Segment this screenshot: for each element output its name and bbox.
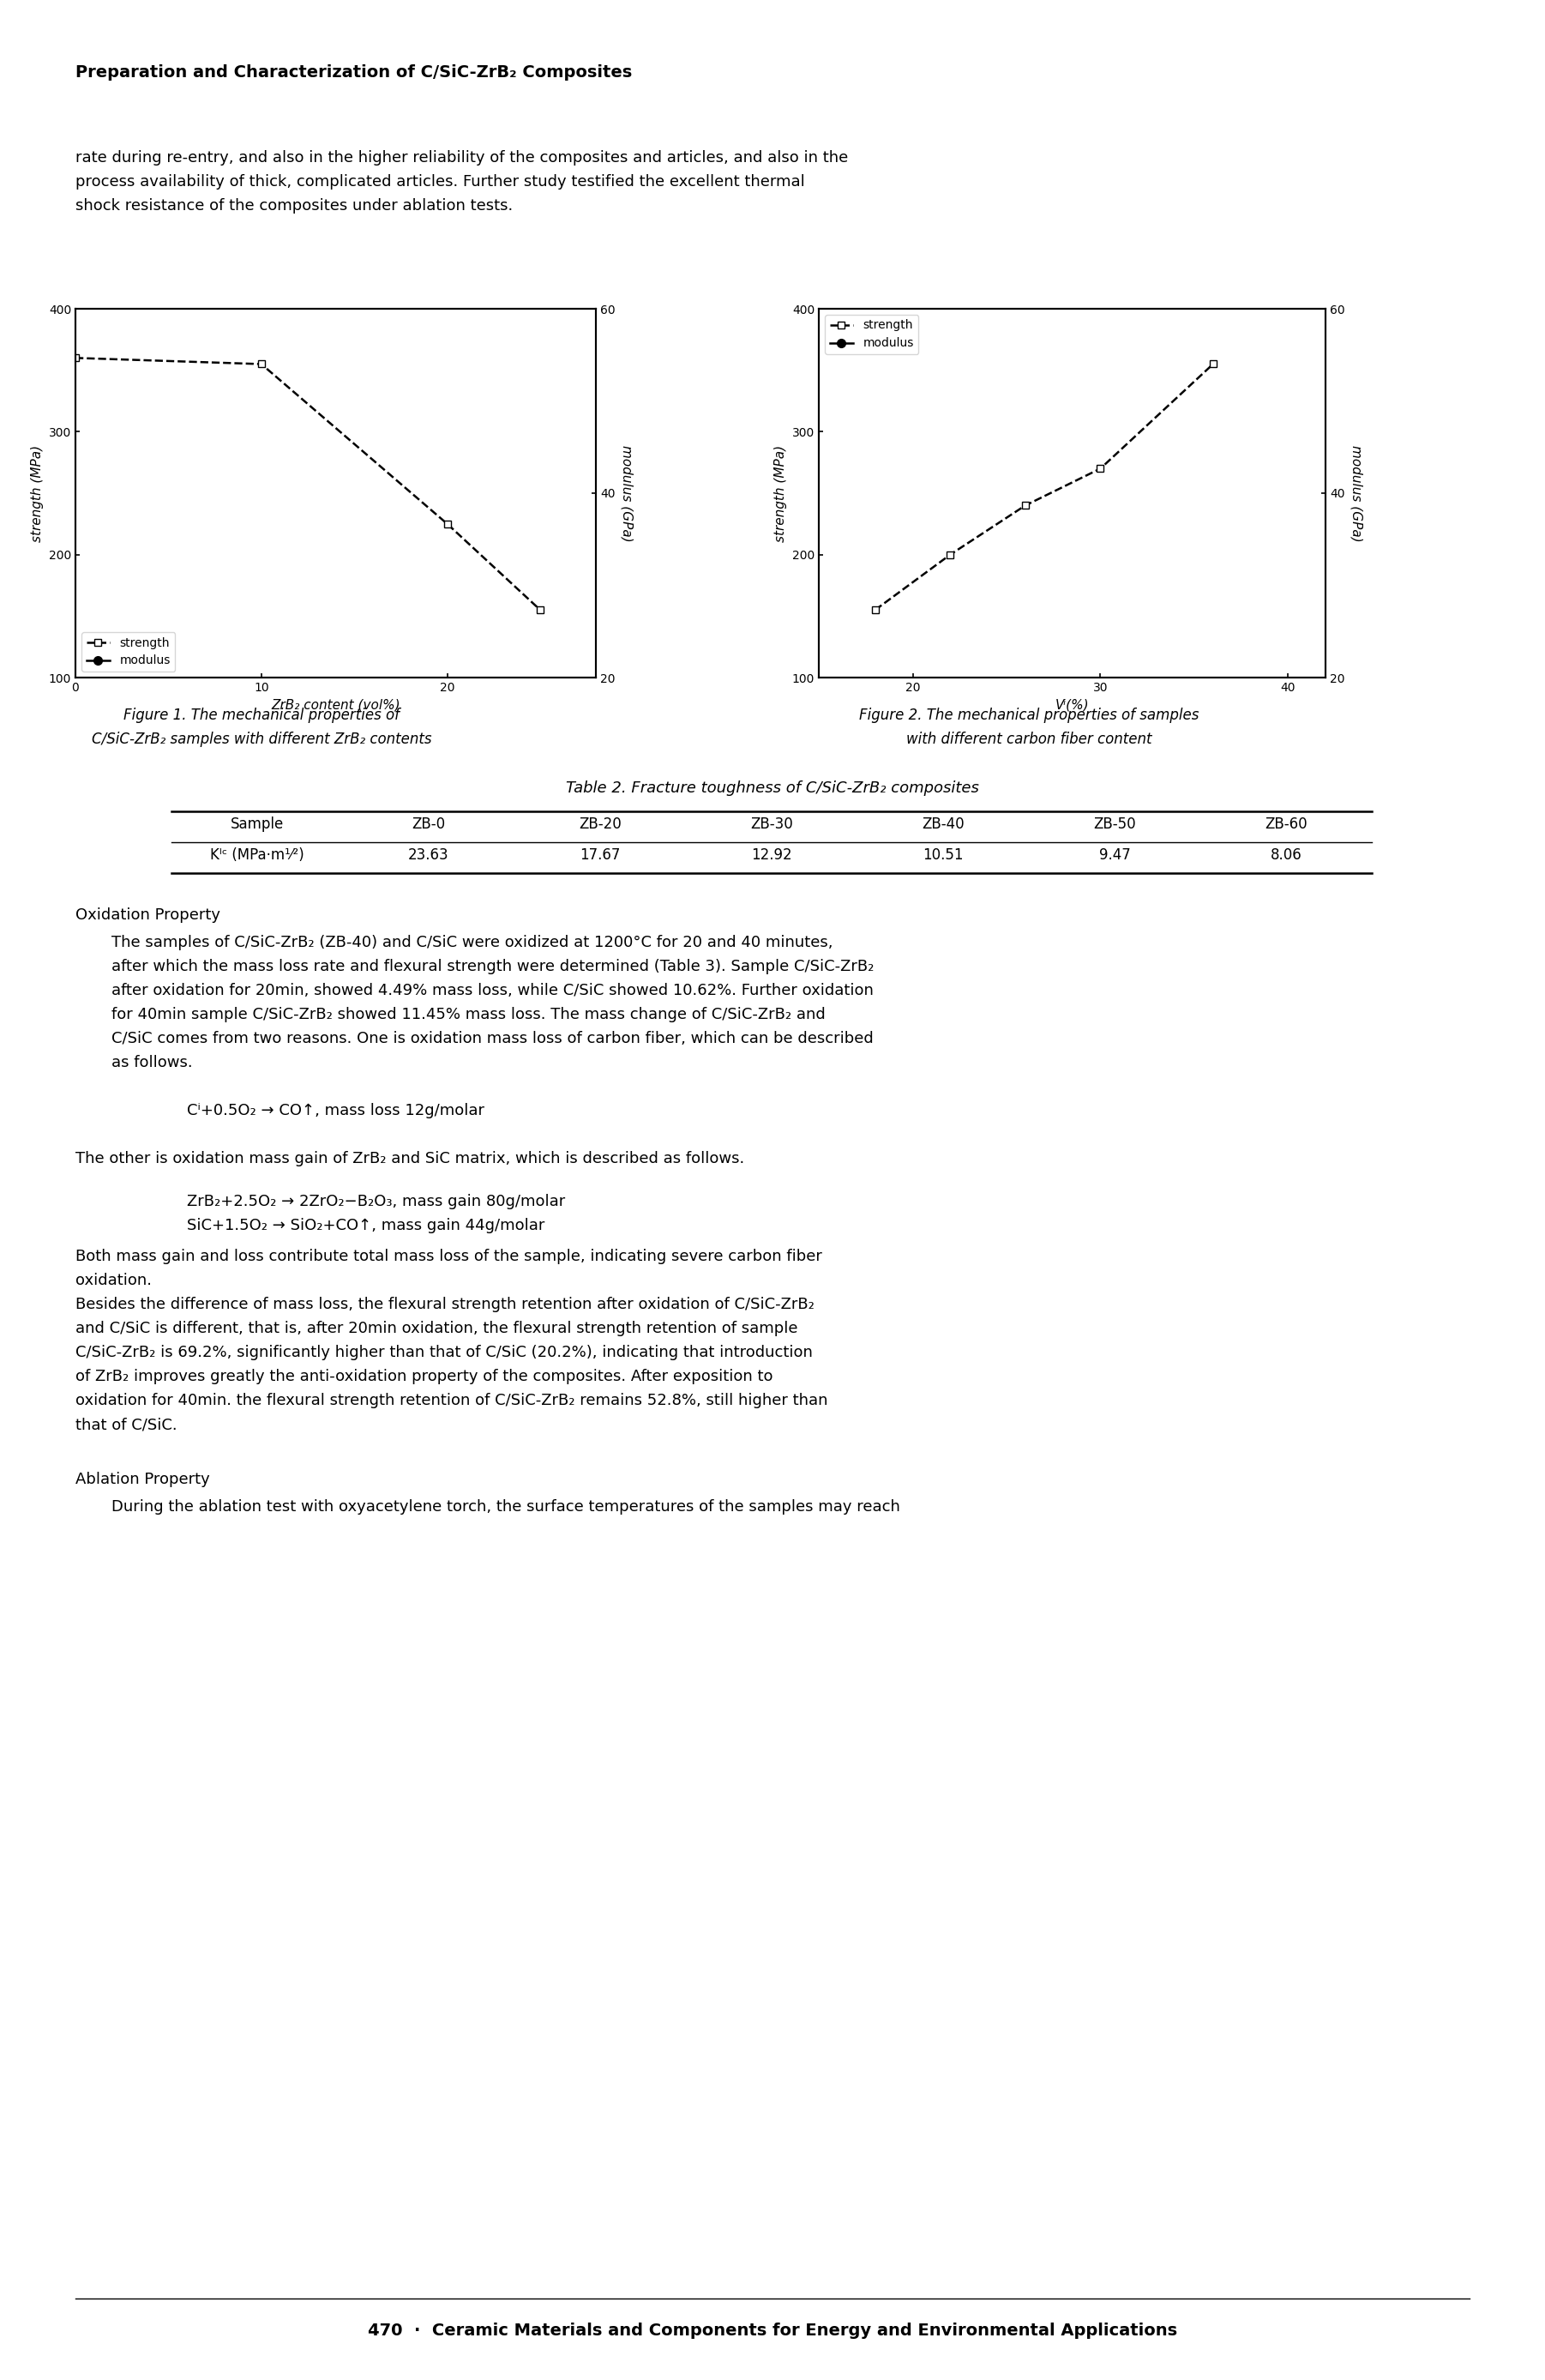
Text: ZB-30: ZB-30: [751, 816, 793, 833]
Text: Figure 2. The mechanical properties of samples: Figure 2. The mechanical properties of s…: [859, 707, 1199, 724]
Text: ZB-0: ZB-0: [413, 816, 445, 833]
Text: During the ablation test with oxyacetylene torch, the surface temperatures of th: During the ablation test with oxyacetyle…: [111, 1499, 901, 1514]
Text: Preparation and Characterization of C/SiC-ZrB₂ Composites: Preparation and Characterization of C/Si…: [76, 64, 632, 81]
Y-axis label: modulus (GPa): modulus (GPa): [620, 445, 633, 543]
Text: Besides the difference of mass loss, the flexural strength retention after oxida: Besides the difference of mass loss, the…: [76, 1297, 814, 1311]
Text: Kᴵᶜ (MPa·m¹⁄²): Kᴵᶜ (MPa·m¹⁄²): [210, 847, 304, 864]
Text: ZrB₂+2.5O₂ → 2ZrO₂−B₂O₃, mass gain 80g/molar: ZrB₂+2.5O₂ → 2ZrO₂−B₂O₃, mass gain 80g/m…: [187, 1195, 565, 1209]
Legend: strength, modulus: strength, modulus: [82, 633, 175, 671]
Text: 10.51: 10.51: [922, 847, 964, 864]
Text: 470  ·  Ceramic Materials and Components for Energy and Environmental Applicatio: 470 · Ceramic Materials and Components f…: [368, 2323, 1177, 2340]
Y-axis label: strength (MPa): strength (MPa): [31, 445, 43, 543]
Text: 12.92: 12.92: [751, 847, 793, 864]
Text: oxidation.: oxidation.: [76, 1273, 151, 1288]
Text: process availability of thick, complicated articles. Further study testified the: process availability of thick, complicat…: [76, 174, 805, 190]
Text: after which the mass loss rate and flexural strength were determined (Table 3). : after which the mass loss rate and flexu…: [111, 959, 874, 973]
Text: ZB-60: ZB-60: [1265, 816, 1307, 833]
Text: ZB-40: ZB-40: [922, 816, 964, 833]
X-axis label: Vⁱ(%): Vⁱ(%): [1055, 697, 1089, 712]
Text: with different carbon fiber content: with different carbon fiber content: [905, 731, 1151, 747]
Y-axis label: modulus (GPa): modulus (GPa): [1350, 445, 1363, 543]
Text: oxidation for 40min. the flexural strength retention of C/SiC-ZrB₂ remains 52.8%: oxidation for 40min. the flexural streng…: [76, 1392, 828, 1409]
Text: C/SiC comes from two reasons. One is oxidation mass loss of carbon fiber, which : C/SiC comes from two reasons. One is oxi…: [111, 1031, 873, 1047]
Text: Both mass gain and loss contribute total mass loss of the sample, indicating sev: Both mass gain and loss contribute total…: [76, 1250, 822, 1264]
Text: Oxidation Property: Oxidation Property: [76, 907, 221, 923]
Text: for 40min sample C/SiC-ZrB₂ showed 11.45% mass loss. The mass change of C/SiC-Zr: for 40min sample C/SiC-ZrB₂ showed 11.45…: [111, 1007, 825, 1023]
Text: shock resistance of the composites under ablation tests.: shock resistance of the composites under…: [76, 198, 513, 214]
Text: that of C/SiC.: that of C/SiC.: [76, 1416, 178, 1433]
Text: 23.63: 23.63: [408, 847, 450, 864]
Text: Cⁱ+0.5O₂ → CO↑, mass loss 12g/molar: Cⁱ+0.5O₂ → CO↑, mass loss 12g/molar: [187, 1102, 485, 1119]
Text: after oxidation for 20min, showed 4.49% mass loss, while C/SiC showed 10.62%. Fu: after oxidation for 20min, showed 4.49% …: [111, 983, 873, 997]
Text: C/SiC-ZrB₂ is 69.2%, significantly higher than that of C/SiC (20.2%), indicating: C/SiC-ZrB₂ is 69.2%, significantly highe…: [76, 1345, 813, 1361]
Text: The other is oxidation mass gain of ZrB₂ and SiC matrix, which is described as f: The other is oxidation mass gain of ZrB₂…: [76, 1152, 745, 1166]
Text: 9.47: 9.47: [1098, 847, 1131, 864]
Text: 8.06: 8.06: [1270, 847, 1302, 864]
Text: as follows.: as follows.: [111, 1054, 193, 1071]
Text: and C/SiC is different, that is, after 20min oxidation, the flexural strength re: and C/SiC is different, that is, after 2…: [76, 1321, 797, 1335]
Text: Table 2. Fracture toughness of C/SiC-ZrB₂ composites: Table 2. Fracture toughness of C/SiC-ZrB…: [565, 781, 980, 795]
Y-axis label: strength (MPa): strength (MPa): [774, 445, 788, 543]
Text: C/SiC-ZrB₂ samples with different ZrB₂ contents: C/SiC-ZrB₂ samples with different ZrB₂ c…: [91, 731, 431, 747]
Text: Ablation Property: Ablation Property: [76, 1471, 210, 1488]
Text: 17.67: 17.67: [579, 847, 621, 864]
Text: SiC+1.5O₂ → SiO₂+CO↑, mass gain 44g/molar: SiC+1.5O₂ → SiO₂+CO↑, mass gain 44g/mola…: [187, 1219, 545, 1233]
Text: The samples of C/SiC-ZrB₂ (ZB-40) and C/SiC were oxidized at 1200°C for 20 and 4: The samples of C/SiC-ZrB₂ (ZB-40) and C/…: [111, 935, 833, 950]
Text: ZB-50: ZB-50: [1094, 816, 1136, 833]
X-axis label: ZrB₂ content (vol%): ZrB₂ content (vol%): [272, 697, 400, 712]
Text: of ZrB₂ improves greatly the anti-oxidation property of the composites. After ex: of ZrB₂ improves greatly the anti-oxidat…: [76, 1368, 772, 1385]
Text: ZB-20: ZB-20: [579, 816, 621, 833]
Text: Figure 1. The mechanical properties of: Figure 1. The mechanical properties of: [124, 707, 400, 724]
Text: Sample: Sample: [230, 816, 284, 833]
Text: rate during re-entry, and also in the higher reliability of the composites and a: rate during re-entry, and also in the hi…: [76, 150, 848, 167]
Legend: strength, modulus: strength, modulus: [825, 314, 919, 355]
